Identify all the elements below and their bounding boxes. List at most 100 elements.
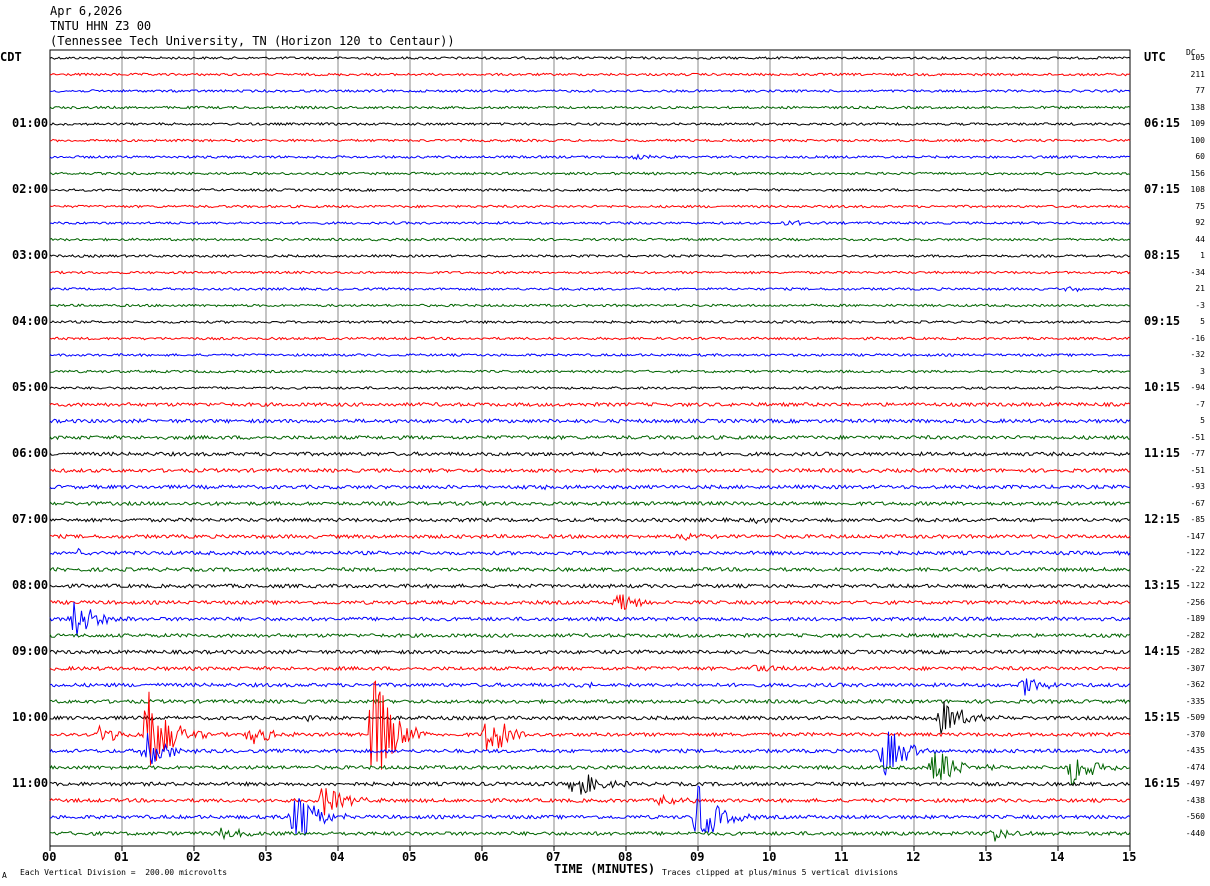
dc-offset: -122 bbox=[1185, 548, 1205, 557]
x-tick-label: 04 bbox=[330, 850, 345, 864]
trace-5 bbox=[49, 138, 1131, 143]
x-tick-label: 06 bbox=[474, 850, 489, 864]
cdt-hour-label: 01:00 bbox=[12, 116, 49, 130]
trace-45 bbox=[49, 788, 1131, 816]
right-timezone: UTC bbox=[1144, 50, 1166, 64]
dc-offset: -189 bbox=[1185, 614, 1205, 623]
x-tick-label: 10 bbox=[762, 850, 777, 864]
trace-9 bbox=[49, 204, 1131, 209]
dc-offset: -7 bbox=[1195, 399, 1205, 409]
trace-38 bbox=[49, 678, 1131, 696]
dc-offset: 77 bbox=[1195, 86, 1205, 95]
x-tick-label: 12 bbox=[906, 850, 921, 864]
dc-offset: 156 bbox=[1190, 168, 1205, 178]
trace-4 bbox=[49, 121, 1131, 126]
dc-offset: 5 bbox=[1200, 416, 1205, 425]
trace-39 bbox=[49, 698, 1131, 705]
dc-offset: -34 bbox=[1190, 267, 1205, 277]
dc-offset: -474 bbox=[1185, 762, 1205, 772]
x-tick-label: 13 bbox=[978, 850, 993, 864]
dc-offset: -93 bbox=[1190, 482, 1205, 491]
trace-31 bbox=[49, 566, 1131, 573]
dc-offset: -560 bbox=[1185, 812, 1205, 821]
trace-30 bbox=[49, 547, 1131, 557]
trace-16 bbox=[49, 319, 1131, 325]
trace-33 bbox=[49, 594, 1131, 610]
utc-hour-label: 15:15 bbox=[1144, 710, 1181, 724]
trace-10 bbox=[49, 220, 1131, 227]
dc-offset: -94 bbox=[1190, 383, 1205, 392]
cdt-hour-label: 02:00 bbox=[12, 182, 49, 196]
dc-offset: -335 bbox=[1185, 696, 1205, 706]
x-tick-label: 15 bbox=[1122, 850, 1137, 864]
trace-47 bbox=[49, 827, 1131, 842]
dc-offset: 44 bbox=[1195, 234, 1205, 244]
trace-24 bbox=[49, 450, 1131, 457]
x-tick-label: 09 bbox=[690, 850, 705, 864]
cdt-hour-label: 04:00 bbox=[12, 314, 49, 328]
trace-46 bbox=[49, 785, 1131, 837]
trace-11 bbox=[49, 237, 1131, 242]
dc-offset: -16 bbox=[1190, 333, 1205, 343]
dc-offset: 5 bbox=[1200, 317, 1205, 326]
x-tick-label: 07 bbox=[546, 850, 561, 864]
trace-14 bbox=[49, 286, 1131, 293]
x-tick-label: 01 bbox=[114, 850, 129, 864]
trace-12 bbox=[49, 253, 1131, 258]
trace-36 bbox=[49, 649, 1131, 655]
x-tick-label: 14 bbox=[1050, 850, 1065, 864]
dc-offset: 60 bbox=[1195, 152, 1205, 161]
trace-28 bbox=[49, 517, 1131, 525]
trace-7 bbox=[49, 171, 1131, 176]
dc-offset: 75 bbox=[1195, 201, 1205, 211]
dc-offset: 109 bbox=[1190, 119, 1205, 128]
trace-21 bbox=[49, 401, 1131, 408]
trace-20 bbox=[49, 386, 1131, 390]
trace-44 bbox=[49, 774, 1131, 795]
dc-offset: 1 bbox=[1200, 251, 1205, 260]
dc-offset: -22 bbox=[1190, 564, 1205, 574]
dc-offset: -51 bbox=[1190, 432, 1205, 442]
trace-23 bbox=[49, 434, 1130, 441]
dc-offset: -51 bbox=[1190, 465, 1205, 475]
dc-offset: -67 bbox=[1190, 498, 1205, 508]
dc-offset: 100 bbox=[1190, 135, 1205, 145]
trace-13 bbox=[49, 270, 1131, 275]
trace-26 bbox=[49, 484, 1130, 491]
clip-note: Traces clipped at plus/minus 5 vertical … bbox=[662, 868, 899, 877]
cdt-hour-label: 07:00 bbox=[12, 512, 49, 526]
trace-3 bbox=[49, 105, 1131, 110]
x-tick-label: 02 bbox=[186, 850, 201, 864]
scale-note: Each Vertical Division = 200.00 microvol… bbox=[20, 868, 228, 877]
trace-6 bbox=[49, 153, 1131, 161]
dc-offset: -362 bbox=[1185, 680, 1205, 689]
x-tick-label: 11 bbox=[834, 850, 849, 864]
dc-offset: -282 bbox=[1185, 647, 1205, 656]
dc-offset: 211 bbox=[1190, 69, 1205, 79]
dc-offset: -3 bbox=[1195, 300, 1205, 310]
x-axis-label: TIME (MINUTES) bbox=[554, 862, 656, 876]
x-tick-label: 03 bbox=[258, 850, 273, 864]
dc-offset: 21 bbox=[1195, 284, 1205, 293]
trace-27 bbox=[49, 500, 1131, 507]
utc-hour-label: 06:15 bbox=[1144, 116, 1181, 130]
utc-hour-label: 14:15 bbox=[1144, 644, 1181, 658]
x-tick-label: 05 bbox=[402, 850, 417, 864]
dc-offset: -122 bbox=[1185, 581, 1205, 590]
plot-frame bbox=[49, 49, 1131, 847]
dc-offset: 105 bbox=[1190, 53, 1205, 62]
utc-hour-label: 11:15 bbox=[1144, 446, 1181, 460]
trace-0 bbox=[49, 55, 1131, 60]
x-tick-label: 00 bbox=[42, 850, 57, 864]
trace-1 bbox=[49, 72, 1131, 77]
utc-hour-label: 07:15 bbox=[1144, 182, 1181, 196]
corner-mark: A bbox=[2, 871, 7, 880]
left-timezone: CDT bbox=[0, 50, 22, 64]
trace-35 bbox=[49, 632, 1131, 639]
utc-hour-label: 09:15 bbox=[1144, 314, 1181, 328]
dc-offset: 92 bbox=[1195, 218, 1205, 227]
dc-offset: -497 bbox=[1185, 779, 1205, 788]
dc-offset: -435 bbox=[1185, 746, 1205, 755]
station: TNTU HHN Z3 00 bbox=[50, 19, 152, 33]
